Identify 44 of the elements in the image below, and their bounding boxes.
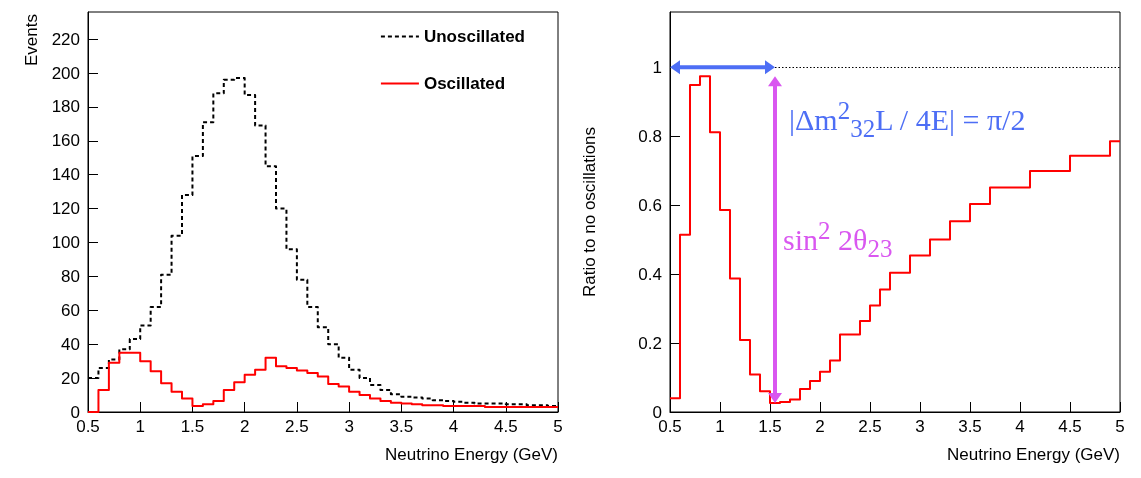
- x-tick-label: 5: [1115, 417, 1125, 436]
- x-axis-title: Neutrino Energy (GeV): [385, 445, 558, 464]
- y-axis-title: Ratio to no oscillations: [580, 126, 599, 298]
- annotation: sin$^{2}$ 2θ$_{23}$: [783, 217, 893, 264]
- y-axis-title: Events: [22, 14, 41, 66]
- x-tick-label: 1: [135, 417, 145, 436]
- x-axis-title: Neutrino Energy (GeV): [947, 445, 1120, 464]
- y-tick-label: 0.2: [638, 333, 662, 353]
- x-tick-label: 1.5: [180, 417, 205, 436]
- y-tick-label: 0.8: [638, 126, 662, 146]
- y-tick-label: 140: [51, 165, 80, 185]
- x-tick-label: 2: [239, 417, 250, 436]
- x-tick-label: 3: [344, 417, 354, 436]
- y-tick-label: 180: [51, 97, 80, 117]
- x-tick-label: 1.5: [758, 417, 782, 436]
- x-tick-label: 1: [715, 417, 725, 436]
- y-tick-label: 200: [51, 63, 80, 83]
- y-tick-label: 20: [61, 368, 80, 388]
- x-tick-label: 2.5: [858, 417, 882, 436]
- y-tick-label: 100: [51, 233, 80, 253]
- x-tick-label: 4.5: [1058, 417, 1082, 436]
- y-tick-label: 0.6: [638, 195, 662, 215]
- annotation: |Δm$^{2}$$_{32}$L / 4E| = π/2: [789, 97, 1026, 144]
- x-tick-label: 4.5: [493, 417, 518, 436]
- y-tick-label: 120: [51, 199, 80, 219]
- x-tick-label: 4: [448, 417, 459, 436]
- y-tick-label: 0.4: [638, 264, 662, 284]
- x-tick-label: 2.5: [285, 417, 309, 436]
- x-tick-label: 3.5: [958, 417, 982, 436]
- x-tick-label: 3: [915, 417, 925, 436]
- x-tick-label: 5: [553, 417, 563, 436]
- x-tick-label: 2: [815, 417, 825, 436]
- y-tick-label: 1: [652, 57, 662, 77]
- x-tick-label: 0.5: [658, 417, 682, 436]
- y-tick-label: 40: [61, 334, 80, 354]
- y-tick-label: 80: [61, 266, 80, 286]
- y-tick-label: 60: [61, 300, 80, 320]
- y-tick-label: 160: [51, 131, 80, 151]
- x-tick-label: 0.5: [76, 417, 100, 436]
- legend-label: Unoscillated: [423, 27, 526, 46]
- x-tick-label: 4: [1015, 417, 1025, 436]
- legend-label: Oscillated: [423, 74, 506, 93]
- x-tick-label: 3.5: [389, 417, 414, 436]
- y-tick-label: 220: [51, 29, 80, 49]
